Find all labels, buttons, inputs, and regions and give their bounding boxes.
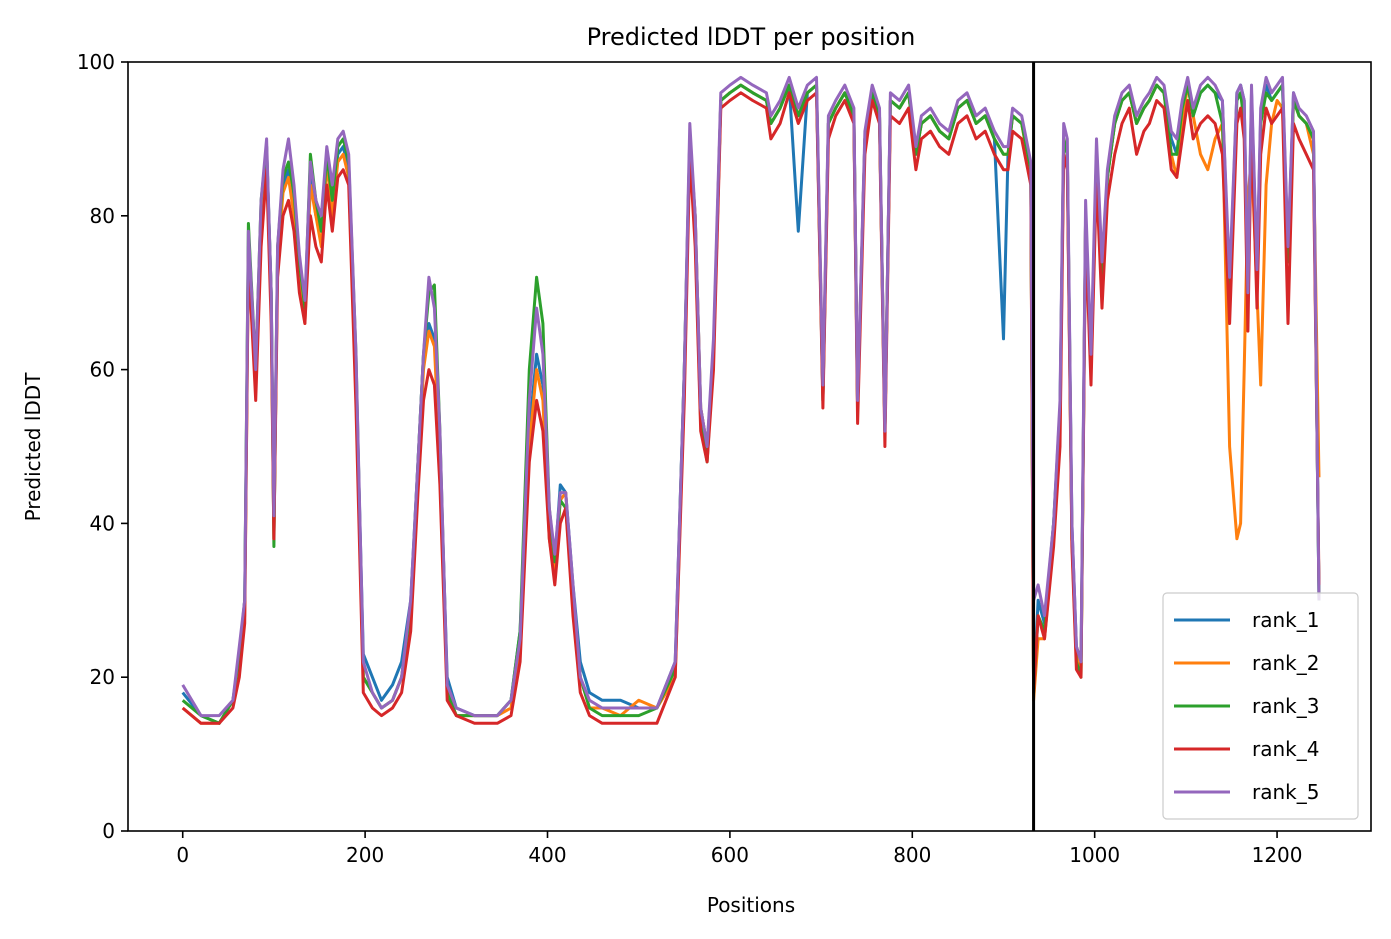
legend-label-rank_5: rank_5 (1252, 780, 1319, 804)
legend-label-rank_3: rank_3 (1252, 694, 1319, 718)
y-tick-label: 100 (77, 50, 115, 74)
x-tick-label: 1200 (1252, 843, 1303, 867)
plot-frame (127, 61, 1372, 832)
y-tick-label: 40 (90, 511, 115, 535)
series-line-rank_2 (181, 83, 1321, 725)
legend-box (1162, 592, 1359, 820)
y-axis-label: Predicted lDDT (21, 372, 45, 522)
legend-label-rank_4: rank_4 (1252, 737, 1319, 761)
x-tick-label: 800 (893, 843, 931, 867)
y-tick-label: 20 (90, 665, 115, 689)
x-tick-label: 200 (346, 843, 384, 867)
series-line-rank_4 (181, 91, 1321, 725)
y-tick-label: 60 (90, 358, 115, 382)
x-tick-label: 400 (528, 843, 566, 867)
series-layer (181, 75, 1321, 725)
y-axis: 0 20 40 60 80 100 (77, 50, 128, 843)
chart-title: Predicted lDDT per position (587, 23, 916, 51)
x-tick-label: 1000 (1069, 843, 1120, 867)
series-line-rank_5 (181, 75, 1321, 718)
series-line-rank_1 (181, 83, 1321, 725)
y-tick-label: 80 (90, 204, 115, 228)
series-line-rank_3 (181, 83, 1321, 725)
x-axis-label: Positions (707, 893, 795, 917)
legend-label-rank_2: rank_2 (1252, 651, 1319, 675)
x-tick-label: 600 (711, 843, 749, 867)
legend: rank_1 rank_2 rank_3 rank_4 rank_5 (1162, 592, 1359, 820)
x-tick-label: 0 (176, 843, 189, 867)
y-tick-label: 0 (102, 819, 115, 843)
x-axis: 0 200 400 600 800 1000 1200 (176, 831, 1303, 867)
legend-label-rank_1: rank_1 (1252, 608, 1319, 632)
